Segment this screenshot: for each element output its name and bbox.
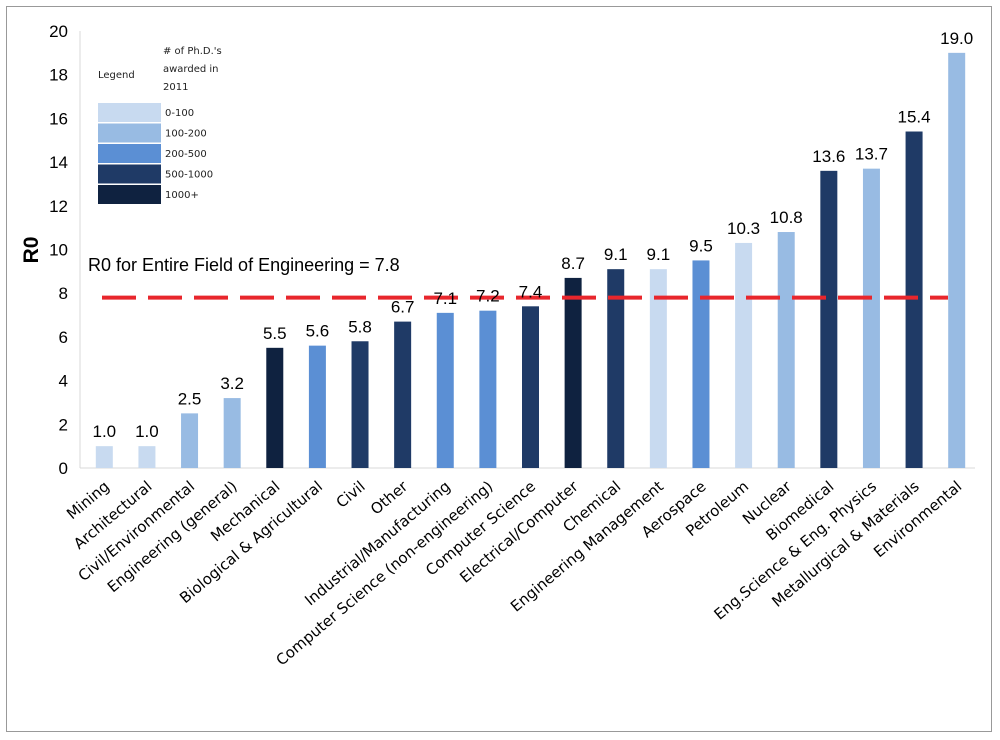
bar — [223, 398, 241, 468]
y-tick-label: 12 — [49, 197, 68, 216]
legend-entry-label: 0-100 — [165, 108, 194, 119]
y-axis-label: R0 — [20, 237, 43, 264]
data-label: 5.8 — [348, 317, 372, 336]
data-label: 1.0 — [92, 422, 116, 441]
legend-swatch — [98, 144, 161, 163]
y-tick-label: 6 — [59, 328, 68, 347]
legend-heading: # of Ph.D.'s — [163, 46, 222, 57]
legend-entry-label: 1000+ — [165, 190, 199, 201]
data-label: 8.7 — [561, 254, 585, 273]
bar — [905, 131, 923, 468]
y-tick-label: 2 — [59, 415, 68, 434]
bar — [308, 345, 326, 468]
legend-swatch — [98, 103, 161, 122]
data-label: 13.6 — [812, 147, 845, 166]
data-label: 10.8 — [770, 208, 803, 227]
bar — [479, 310, 497, 468]
data-label: 9.1 — [604, 245, 628, 264]
legend-swatch — [98, 185, 161, 204]
bar — [95, 446, 113, 468]
bar — [692, 260, 710, 468]
data-label: 2.5 — [178, 389, 202, 408]
data-label: 7.1 — [433, 289, 457, 308]
bar — [181, 413, 199, 468]
y-tick-label: 0 — [59, 459, 68, 478]
bar — [138, 446, 156, 468]
bar — [862, 168, 880, 468]
data-label: 5.5 — [263, 324, 287, 343]
bar — [777, 232, 795, 468]
bar — [649, 269, 667, 468]
y-tick-label: 14 — [49, 153, 68, 172]
bar — [564, 277, 582, 468]
data-label: 7.2 — [476, 287, 500, 306]
y-tick-label: 8 — [59, 284, 68, 303]
data-label: 13.7 — [855, 145, 888, 164]
legend-title: Legend — [98, 70, 135, 81]
bar — [436, 312, 454, 468]
bar — [820, 170, 838, 468]
y-tick-label: 20 — [49, 22, 68, 41]
chart-frame — [6, 6, 992, 732]
y-tick-label: 18 — [49, 66, 68, 85]
bar — [735, 242, 753, 468]
legend-entry-label: 500-1000 — [165, 170, 213, 181]
legend-entry-label: 100-200 — [165, 129, 207, 140]
legend-entry-label: 200-500 — [165, 149, 207, 160]
bar — [522, 306, 539, 468]
bar — [948, 52, 966, 468]
data-label: 3.2 — [220, 374, 244, 393]
legend: Legend # of Ph.D.'s awarded in 2011 0-100 100… — [98, 46, 222, 204]
data-label: 9.5 — [689, 236, 713, 255]
legend-swatch — [98, 123, 161, 143]
data-label: 7.4 — [519, 282, 543, 301]
data-label: 19.0 — [940, 29, 973, 48]
reference-line-label: R0 for Entire Field of Engineering = 7.8 — [88, 255, 400, 275]
data-labels: 1.0 1.0 2.5 3.2 5.5 5.6 5.8 6.7 7.1 7.2 7.4 8.7 9.1 9… — [92, 29, 973, 441]
legend-heading: 2011 — [163, 82, 188, 93]
bar — [394, 321, 412, 468]
data-label: 9.1 — [647, 245, 671, 264]
x-tick-label: Civil — [333, 477, 369, 511]
x-axis-labels: MiningArchitecturalCivil/EnvironmentalEn… — [63, 477, 965, 670]
data-label: 1.0 — [135, 422, 159, 441]
legend-swatch — [98, 164, 161, 184]
data-label: 6.7 — [391, 298, 415, 317]
y-tick-label: 16 — [49, 109, 68, 128]
data-label: 10.3 — [727, 219, 760, 238]
data-label: 5.6 — [306, 322, 330, 341]
data-label: 15.4 — [898, 108, 931, 127]
bar — [266, 347, 284, 468]
y-tick-label: 10 — [49, 241, 68, 260]
legend-heading: awarded in — [163, 64, 219, 75]
bar — [607, 269, 625, 468]
bar — [351, 341, 369, 468]
y-tick-label: 4 — [59, 372, 68, 391]
